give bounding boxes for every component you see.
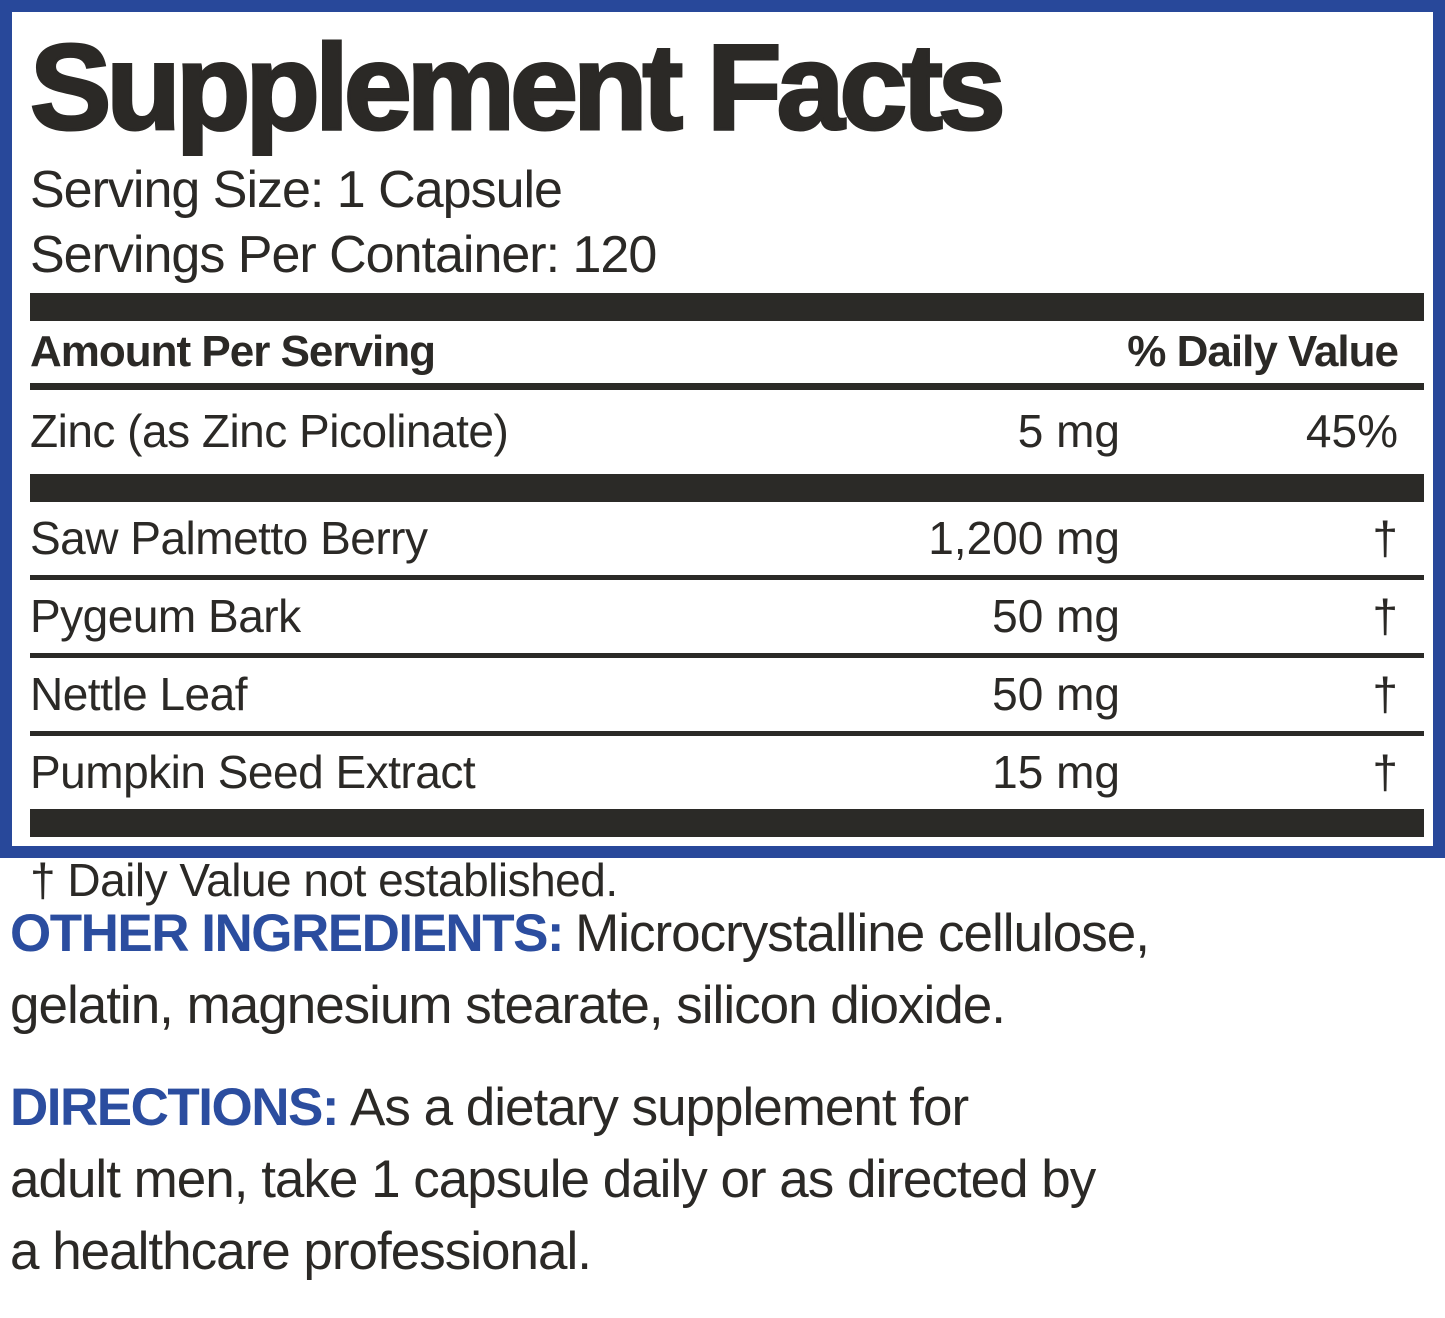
divider-bar-middle (30, 474, 1424, 502)
ingredient-name: Zinc (as Zinc Picolinate) (30, 405, 509, 457)
directions-line-1: DIRECTIONS: As a dietary supplement for (10, 1072, 1435, 1144)
ingredient-name: Nettle Leaf (30, 668, 247, 720)
ingredient-amount: 1,200 mg (928, 512, 1120, 564)
table-row-pygeum-bark: Pygeum Bark 50 mg † (30, 580, 1424, 653)
ingredient-name: Pygeum Bark (30, 590, 301, 642)
row-separator (30, 653, 1424, 658)
other-ingredients-line-1: OTHER INGREDIENTS: Microcrystalline cellu… (10, 898, 1435, 970)
divider-bar-bottom (30, 809, 1424, 837)
directions-label: DIRECTIONS: (10, 1078, 340, 1137)
divider-bar-top (30, 293, 1424, 321)
percent-daily-value-header: % Daily Value (1127, 327, 1399, 376)
ingredient-amount: 50 mg (992, 590, 1120, 642)
ingredient-daily-value: † (1372, 512, 1398, 564)
ingredient-daily-value: † (1372, 590, 1398, 642)
daily-value-footnote: † Daily Value not established. (30, 854, 618, 906)
other-ingredients-line-2: gelatin, magnesium stearate, silicon dio… (10, 976, 1006, 1035)
table-row-saw-palmetto: Saw Palmetto Berry 1,200 mg † (30, 502, 1424, 575)
other-ingredients-paragraph: OTHER INGREDIENTS: Microcrystalline cellu… (10, 898, 1435, 1042)
directions-line-3: a healthcare professional. (10, 1222, 592, 1281)
ingredient-amount: 50 mg (992, 668, 1120, 720)
serving-size-text: Serving Size: 1 Capsule (30, 161, 563, 219)
directions-text: As a dietary supplement for (350, 1078, 969, 1137)
amount-per-serving-header: Amount Per Serving (30, 327, 436, 376)
other-ingredients-label: OTHER INGREDIENTS: (10, 904, 565, 963)
table-row-zinc: Zinc (as Zinc Picolinate) 5 mg 45% (30, 390, 1424, 474)
table-row-pumpkin-seed: Pumpkin Seed Extract 15 mg † (30, 736, 1424, 809)
supplement-facts-panel: Supplement Facts Serving Size: 1 Capsule… (0, 0, 1445, 906)
row-separator (30, 731, 1424, 736)
table-header-row: Amount Per Serving % Daily Value (30, 321, 1424, 383)
ingredient-name: Saw Palmetto Berry (30, 512, 428, 564)
ingredient-amount: 15 mg (992, 746, 1120, 798)
panel-title: Supplement Facts (29, 19, 1008, 155)
ingredient-daily-value: † (1372, 668, 1398, 720)
directions-line-2: adult men, take 1 capsule daily or as di… (10, 1150, 1096, 1209)
directions-paragraph: DIRECTIONS: As a dietary supplement for a… (10, 1072, 1435, 1288)
row-separator (30, 575, 1424, 580)
servings-per-container-text: Servings Per Container: 120 (30, 226, 657, 284)
ingredient-daily-value: † (1372, 746, 1398, 798)
other-ingredients-text: Microcrystalline cellulose, (575, 904, 1150, 963)
table-row-nettle-leaf: Nettle Leaf 50 mg † (30, 658, 1424, 731)
header-underline (30, 383, 1424, 390)
ingredient-amount: 5 mg (1017, 405, 1120, 457)
label-lower-text: OTHER INGREDIENTS: Microcrystalline cellu… (0, 858, 1445, 1318)
ingredient-daily-value: 45% (1305, 405, 1398, 457)
ingredient-name: Pumpkin Seed Extract (30, 746, 476, 798)
